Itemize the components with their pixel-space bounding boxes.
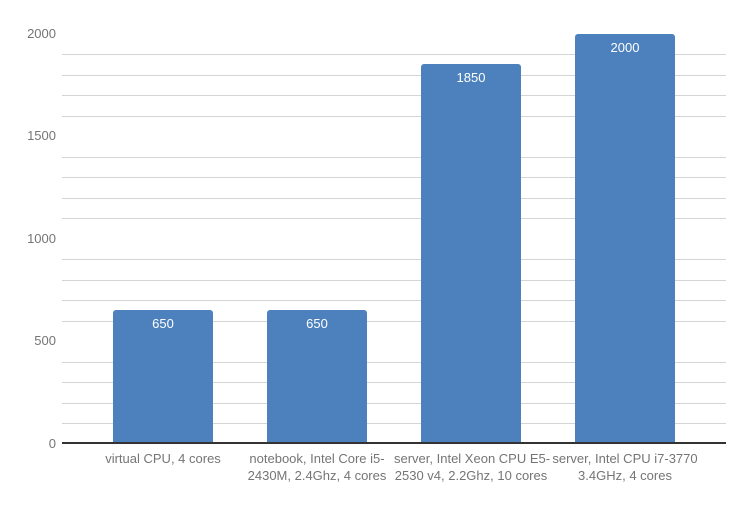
bar-value-label: 2000 [610, 39, 640, 55]
bar-value-label: 650 [152, 316, 174, 332]
x-axis-category-label: notebook, Intel Core i5- 2430M, 2.4Ghz, 4… [240, 450, 394, 484]
y-axis-tick-label: 1500 [27, 128, 56, 143]
y-axis-tick-label: 500 [34, 333, 56, 348]
y-axis-tick-label: 1000 [27, 231, 56, 246]
y-axis-tick-label: 0 [48, 436, 56, 451]
x-axis-category-label-line: notebook, Intel Core i5- [249, 451, 385, 466]
bar: 650 [113, 310, 213, 444]
minor-gridline [62, 300, 726, 301]
x-axis-baseline [62, 442, 726, 444]
bar-value-label: 650 [306, 316, 328, 332]
minor-gridline [62, 423, 726, 424]
x-axis-category-label-line: server, Intel Xeon CPU E5- [394, 451, 551, 466]
minor-gridline [62, 382, 726, 383]
y-axis-tick-label: 2000 [27, 26, 56, 41]
minor-gridline [62, 95, 726, 96]
x-axis-category-label-line: virtual CPU, 4 cores [105, 451, 221, 466]
minor-gridline [62, 177, 726, 178]
minor-gridline [62, 218, 726, 219]
minor-gridline [62, 116, 726, 117]
minor-gridline [62, 280, 726, 281]
minor-gridline [62, 403, 726, 404]
x-axis-category-label: server, Intel Xeon CPU E5- 2530 v4, 2.2Gh… [394, 450, 551, 484]
minor-gridline [62, 54, 726, 55]
minor-gridline [62, 321, 726, 322]
x-axis-category-label-line: 3.4GHz, 4 cores [578, 468, 672, 483]
x-axis-category-label-line: server, Intel CPU i7-3770 [552, 451, 698, 466]
x-axis-category-label-line: 2430M, 2.4Ghz, 4 cores [247, 468, 387, 483]
minor-gridline [62, 157, 726, 158]
bar: 650 [267, 310, 367, 444]
minor-gridline [62, 198, 726, 199]
bar: 1850 [421, 64, 521, 444]
minor-gridline [62, 362, 726, 363]
x-axis-category-label: virtual CPU, 4 cores [86, 450, 240, 467]
minor-gridline [62, 75, 726, 76]
x-axis-category-label: server, Intel CPU i7-3770 3.4GHz, 4 cores [548, 450, 702, 484]
minor-gridline [62, 259, 726, 260]
bar: 2000 [575, 33, 675, 444]
x-axis-category-label-line: 2530 v4, 2.2Ghz, 10 cores [394, 468, 548, 483]
bar-value-label: 1850 [456, 70, 486, 86]
